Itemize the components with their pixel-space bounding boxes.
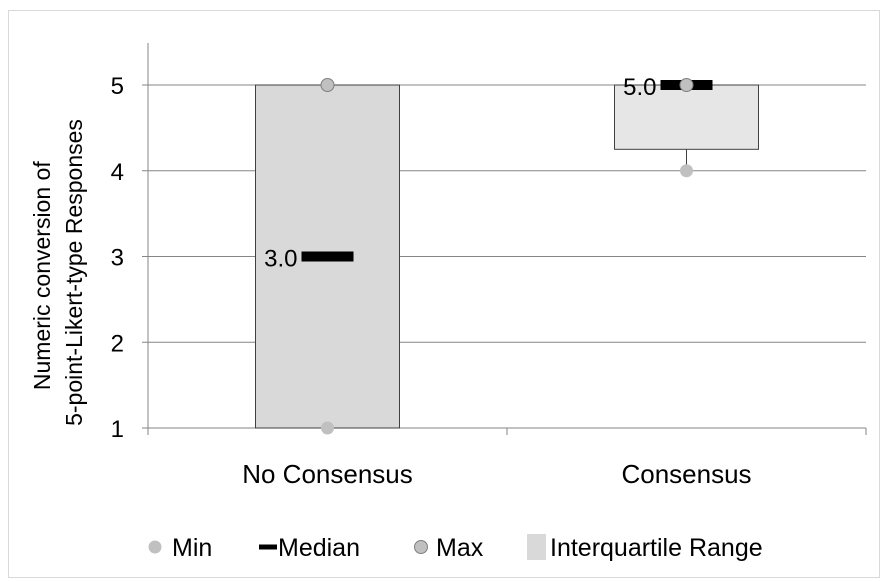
y-tick-label: 4 (111, 159, 124, 186)
max-marker (320, 78, 335, 92)
y-tick-label: 5 (111, 73, 124, 100)
y-axis-title: Numeric conversion of 5-point-Likert-typ… (29, 119, 87, 426)
legend-iqr-marker (527, 534, 546, 560)
legend-min-marker (148, 540, 162, 554)
legend: Min Median Max Interquartile Range (148, 534, 763, 562)
median-bar (301, 251, 354, 262)
legend-max-marker (414, 540, 428, 554)
legend-label: Median (278, 534, 360, 562)
min-marker (321, 421, 334, 435)
legend-item: Interquartile Range (527, 534, 763, 562)
legend-label: Min (172, 534, 212, 562)
median-label: 5.0 (623, 74, 656, 101)
box-consensus: 5.0 (614, 74, 759, 178)
y-tick-label: 1 (111, 416, 124, 443)
legend-item: Median (259, 534, 360, 562)
category-label: Consensus (621, 459, 751, 489)
legend-median-marker (259, 544, 277, 550)
min-marker (680, 164, 693, 178)
y-tick-label: 3 (111, 245, 124, 272)
y-axis-title-line-2: 5-point-Likert-type Responses (61, 119, 87, 426)
category-labels: No Consensus Consensus (242, 459, 751, 489)
boxes: 3.0 5.0 (255, 74, 759, 435)
box-no-consensus: 3.0 (255, 78, 400, 435)
y-tick-labels: 1 2 3 4 5 (111, 73, 124, 443)
y-axis-title-line-1: Numeric conversion of (29, 161, 55, 390)
y-tick-label: 2 (111, 330, 124, 357)
legend-item: Min (148, 534, 212, 562)
category-label: No Consensus (242, 459, 413, 489)
legend-item: Max (414, 534, 484, 562)
median-label: 3.0 (264, 246, 297, 273)
legend-label: Interquartile Range (550, 534, 763, 562)
legend-label: Max (436, 534, 484, 562)
max-marker (679, 78, 694, 92)
interquartile-box (614, 84, 759, 150)
